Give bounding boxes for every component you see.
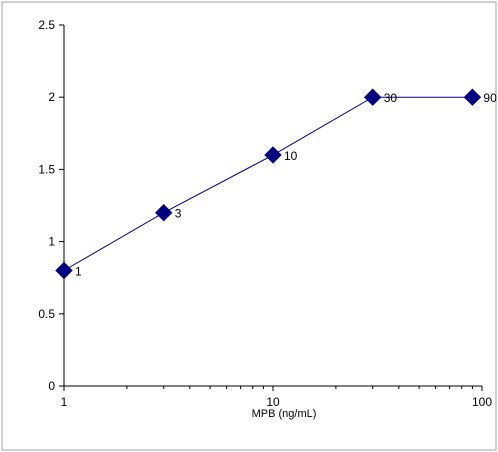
x-axis-ticks: 1 10 100: [61, 386, 492, 409]
x-tick-label: 100: [472, 395, 492, 409]
y-tick-label: 1.5: [38, 162, 55, 176]
y-tick-label: 2: [48, 90, 55, 104]
y-tick-label: 0: [48, 379, 55, 393]
data-point-marker: [155, 204, 173, 222]
data-point-marker: [364, 88, 382, 106]
data-point-marker: [463, 88, 482, 106]
data-point-label: 10: [284, 149, 298, 163]
data-point-label: 30: [384, 91, 398, 105]
data-point-marker: [55, 261, 73, 280]
y-tick-label: 0.5: [38, 307, 55, 321]
y-axis-ticks: 0 0.5 1 1.5 2 2.5: [38, 18, 64, 393]
x-axis-title: MPB (ng/mL): [252, 408, 317, 420]
y-tick-label: 2.5: [38, 18, 55, 32]
data-point-marker: [264, 146, 282, 164]
x-tick-label: 10: [266, 395, 280, 409]
y-tick-label: 1: [48, 235, 55, 249]
data-series: 1 3 10 30 90: [55, 88, 497, 280]
x-tick-label: 1: [61, 395, 68, 409]
data-point-label: 1: [75, 264, 82, 278]
data-point-label: 3: [175, 207, 182, 221]
data-point-label: 90: [483, 91, 497, 105]
